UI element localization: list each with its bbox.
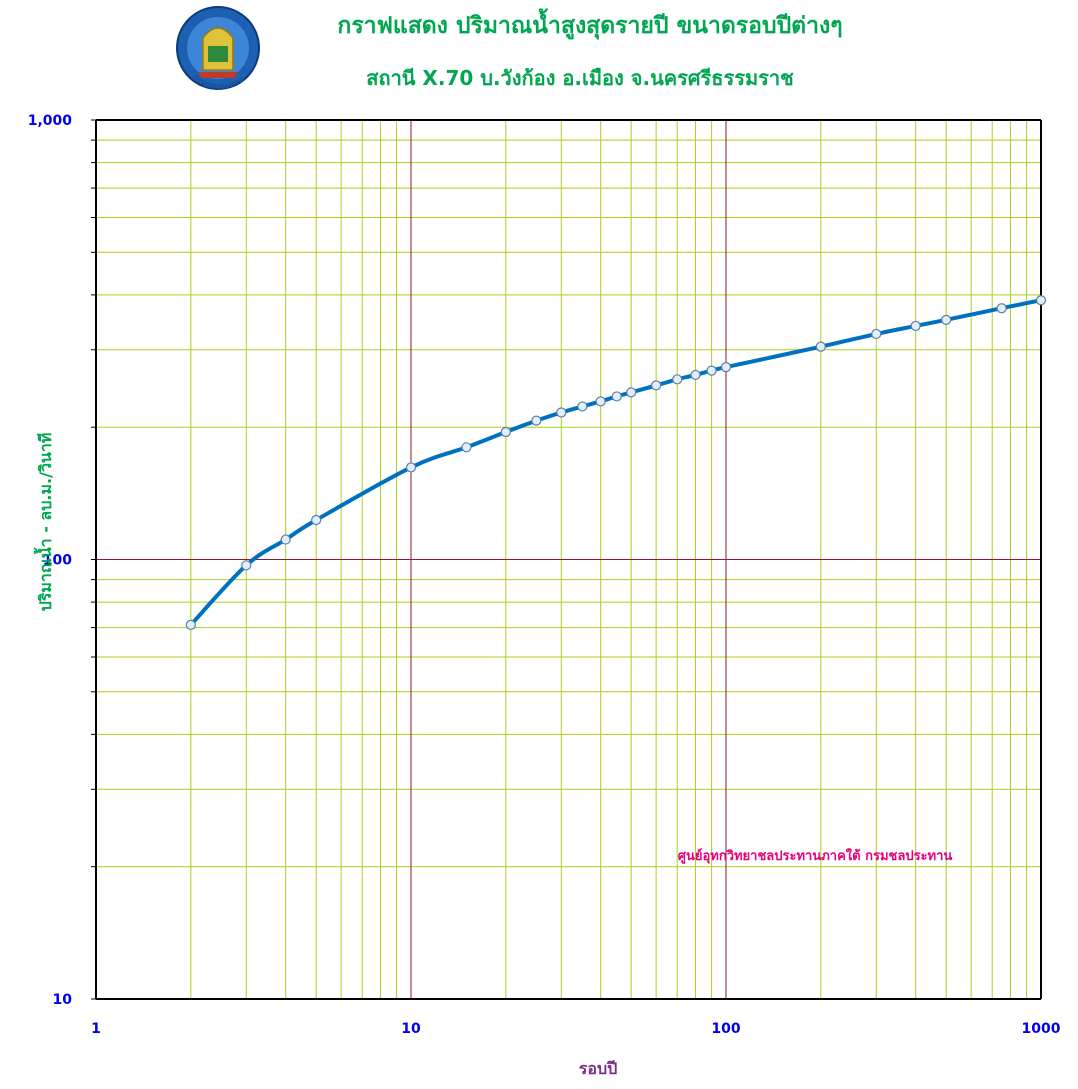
data-point bbox=[910, 320, 921, 332]
data-point bbox=[461, 442, 472, 453]
x-tick-label: 100 bbox=[711, 1021, 740, 1037]
series-line bbox=[188, 298, 1043, 627]
data-point bbox=[185, 619, 196, 630]
data-point bbox=[941, 314, 952, 325]
data-point bbox=[280, 534, 291, 545]
data-point bbox=[651, 380, 662, 391]
chart-title: กราฟแสดง ปริมาณน้ำสูงสุดรายปี ขนาดรอบปีต… bbox=[337, 8, 842, 40]
data-point bbox=[815, 341, 826, 352]
chart-subtitle: สถานี X.70 บ.วังก้อง อ.เมือง จ.นครศรีธรร… bbox=[366, 66, 794, 90]
data-point bbox=[996, 303, 1007, 314]
y-tick-label: 1,000 bbox=[28, 113, 73, 129]
y-tick-label: 100 bbox=[43, 553, 72, 569]
x-tick-label: 1 bbox=[91, 1021, 101, 1037]
data-point bbox=[405, 462, 417, 473]
tick-labels: 10 100 1,000 1 10 100 1000 bbox=[28, 113, 1061, 1037]
x-tick-label: 1000 bbox=[1022, 1021, 1061, 1037]
data-point bbox=[611, 391, 622, 402]
grid bbox=[96, 120, 1041, 999]
data-point bbox=[595, 396, 606, 407]
series-layer bbox=[185, 295, 1047, 630]
data-point bbox=[626, 387, 637, 398]
x-axis-label: รอบปี bbox=[579, 1059, 618, 1078]
data-point bbox=[672, 374, 683, 385]
data-point bbox=[720, 362, 732, 373]
data-point bbox=[690, 369, 701, 381]
data-point bbox=[241, 560, 252, 571]
data-point bbox=[556, 407, 567, 418]
data-point bbox=[871, 328, 882, 340]
data-point bbox=[577, 401, 588, 412]
data-point bbox=[311, 514, 322, 526]
y-tick-label: 10 bbox=[53, 992, 73, 1008]
data-point bbox=[500, 426, 511, 438]
source-annotation: ศูนย์อุทกวิทยาชลประทานภาคใต้ กรมชลประทาน bbox=[678, 847, 953, 864]
y-axis-label: ปริมาณน้ำ - ลบ.ม./วินาที bbox=[33, 433, 55, 612]
x-tick-label: 10 bbox=[401, 1021, 421, 1037]
data-point bbox=[1035, 295, 1047, 306]
data-point bbox=[706, 365, 717, 376]
royal-irrigation-department-logo: กรมชลประทาน bbox=[176, 6, 260, 92]
data-point bbox=[531, 415, 542, 426]
axes bbox=[91, 119, 1042, 1000]
